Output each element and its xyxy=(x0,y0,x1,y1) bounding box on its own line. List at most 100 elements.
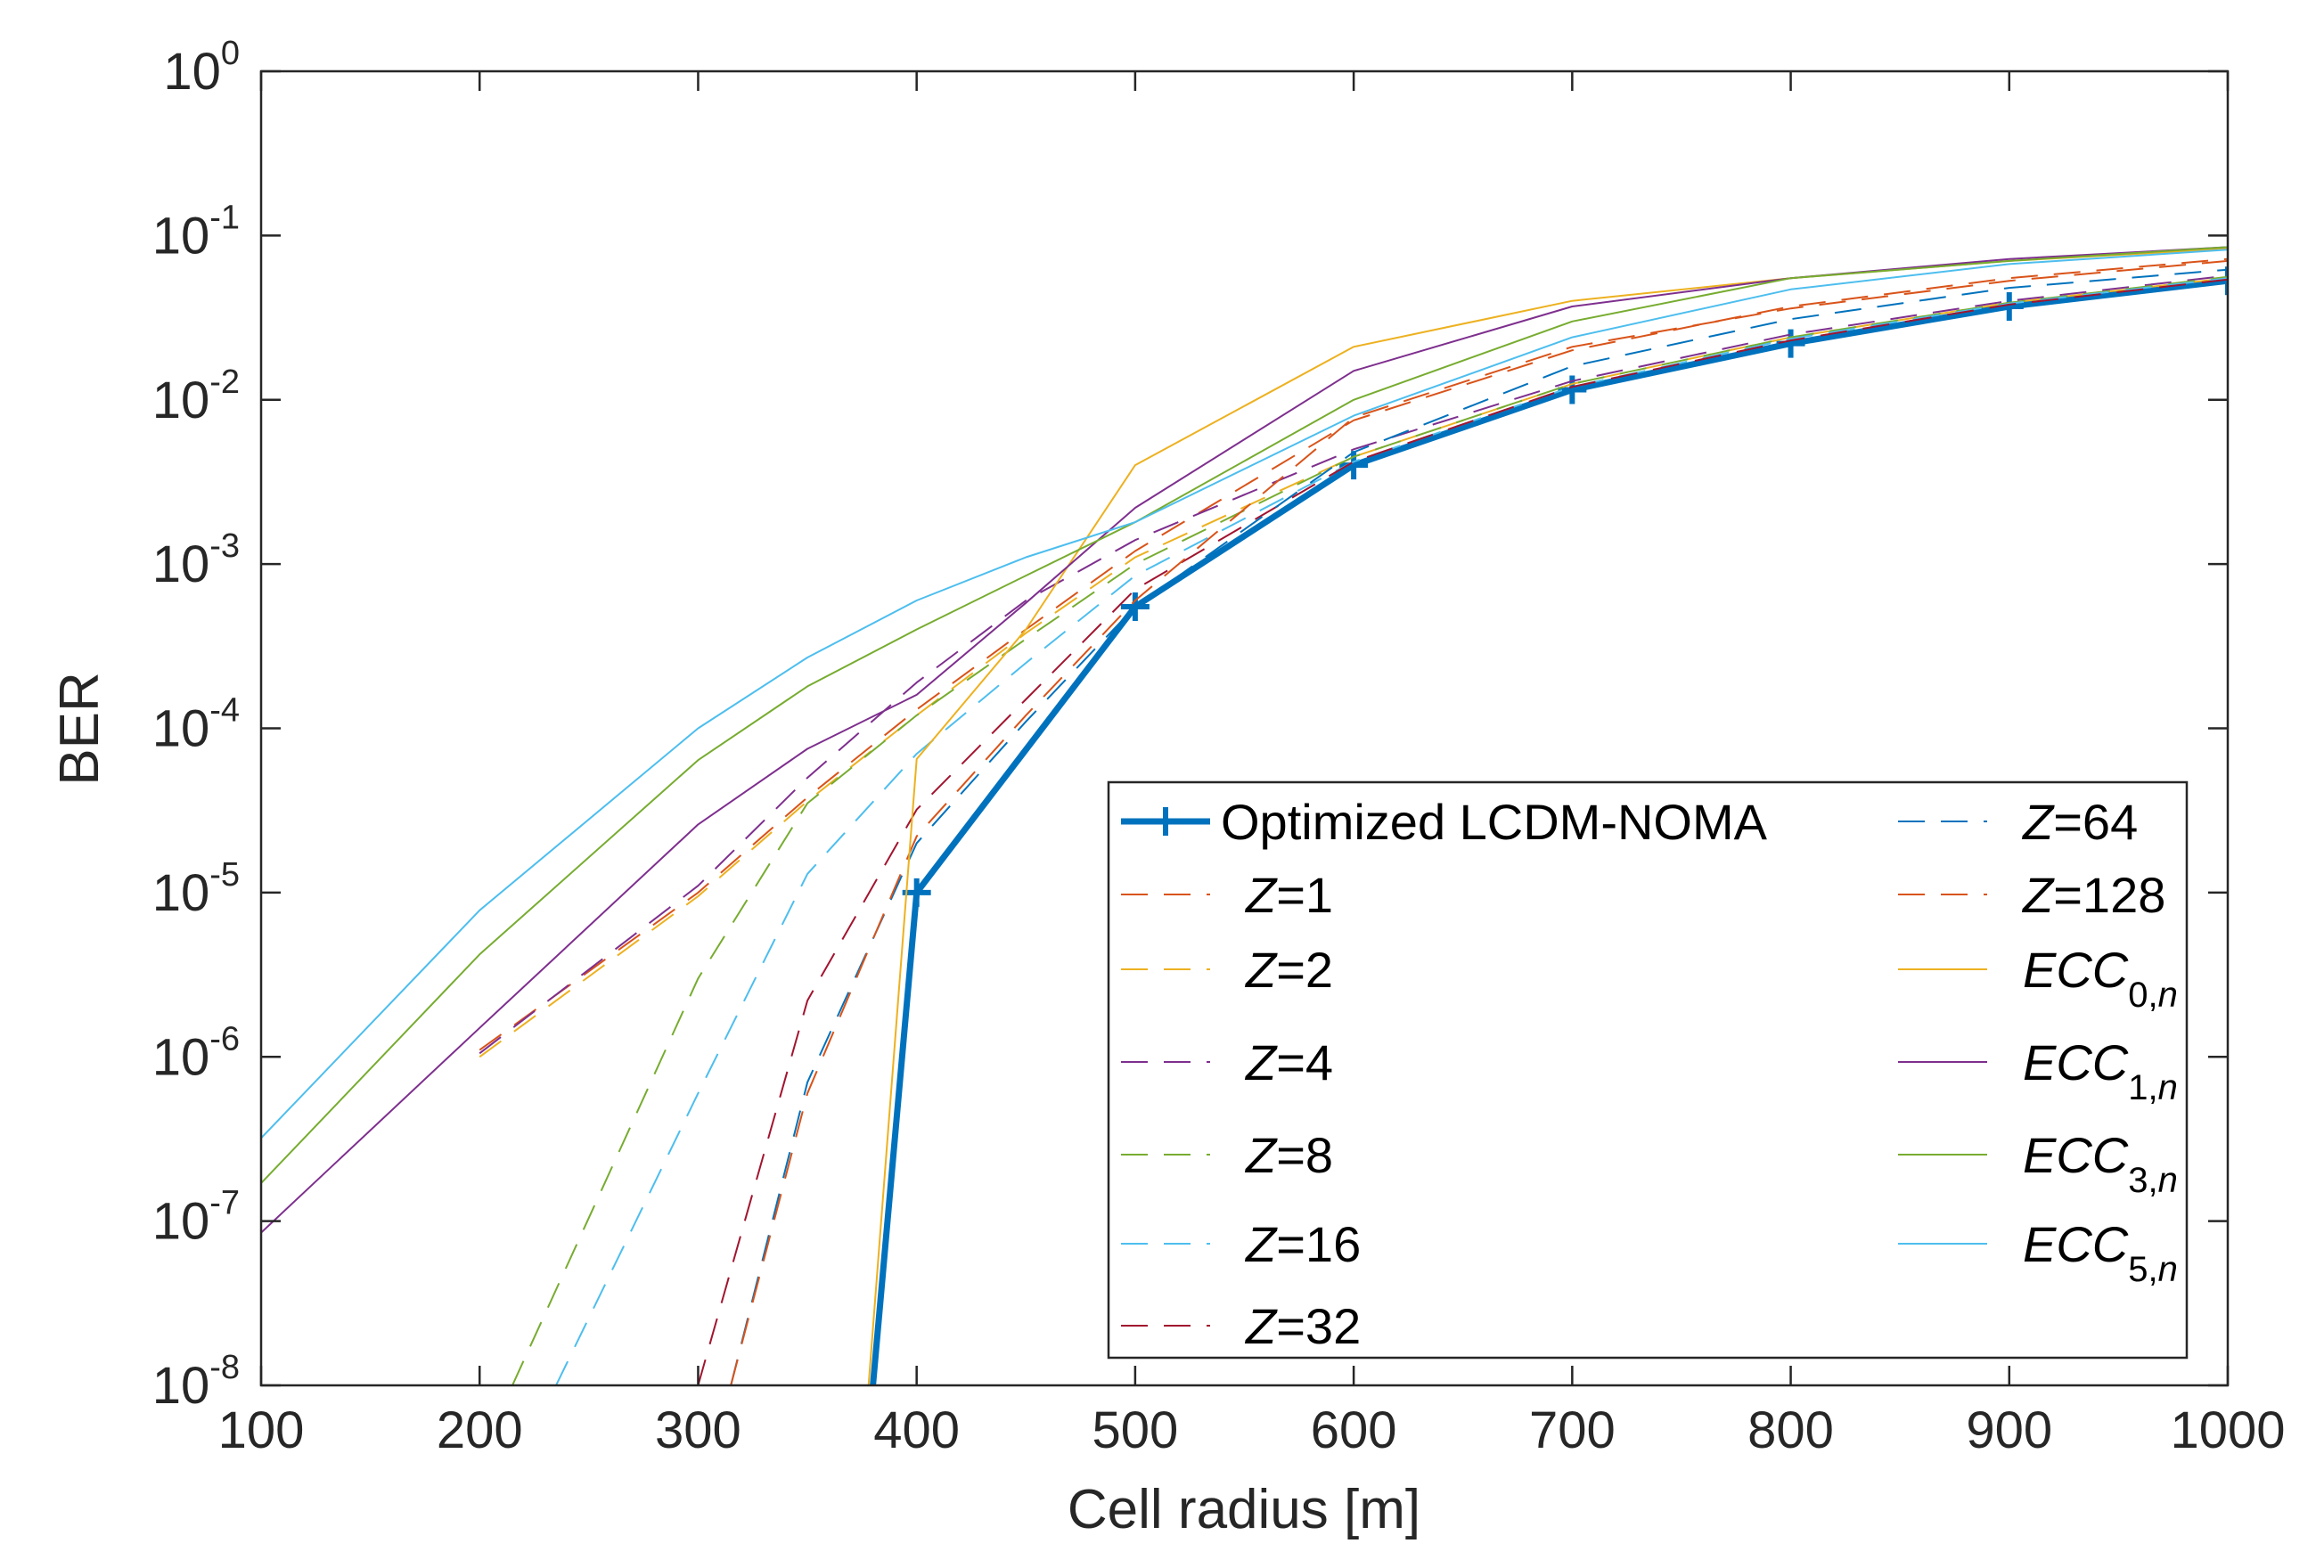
x-tick-label: 700 xyxy=(1529,1401,1616,1459)
data-point-marker xyxy=(1776,329,1805,358)
legend: Optimized LCDM-NOMAZ=1Z=2Z=4Z=8Z=16Z=32Z… xyxy=(1107,780,2189,1360)
y-tick-base: 10 xyxy=(152,1193,210,1251)
series-line xyxy=(261,246,2228,1184)
legend-label-part: Z xyxy=(2021,867,2055,923)
x-tick-label: 600 xyxy=(1311,1401,1397,1459)
y-axis-label: BER xyxy=(49,672,110,785)
legend-label: Z=64 xyxy=(2021,794,2138,850)
y-tick-label: 100 xyxy=(163,35,240,101)
legend-entry: Optimized LCDM-NOMA xyxy=(1121,794,1768,850)
legend-entry: Z=128 xyxy=(1898,867,2165,923)
legend-label: ECC3,n xyxy=(2023,1127,2178,1200)
y-tick-exponent: -3 xyxy=(209,527,240,565)
legend-entry: Z=1 xyxy=(1121,867,1333,923)
legend-label-part: n xyxy=(2158,976,2178,1015)
legend-label-part: 3, xyxy=(2128,1161,2157,1200)
legend-box xyxy=(1107,780,2189,1360)
legend-label: Z=16 xyxy=(1244,1216,1361,1272)
y-tick-exponent: -8 xyxy=(209,1349,240,1386)
legend-label-part: =16 xyxy=(1276,1216,1361,1272)
legend-entry: ECC0,n xyxy=(1898,942,2178,1015)
legend-label-part: Z xyxy=(1244,1216,1278,1272)
legend-label-part: =1 xyxy=(1276,867,1333,923)
y-tick-label: 10-2 xyxy=(152,363,240,429)
legend-label-part: =128 xyxy=(2053,867,2165,923)
legend-label: Z=4 xyxy=(1244,1034,1333,1090)
y-tick-exponent: -1 xyxy=(209,199,240,236)
y-tick-exponent: -6 xyxy=(209,1020,240,1058)
y-tick-label: 10-1 xyxy=(152,199,240,265)
legend-label-part: Z xyxy=(1244,942,1278,998)
data-point-marker xyxy=(1339,451,1369,480)
legend-entry: Z=4 xyxy=(1121,1034,1333,1090)
legend-label: Optimized LCDM-NOMA xyxy=(1221,794,1768,850)
x-axis-label: Cell radius [m] xyxy=(1068,1479,1420,1540)
legend-label-part: Optimized LCDM-NOMA xyxy=(1221,794,1768,850)
legend-label-part: n xyxy=(2158,1068,2178,1107)
x-tick-label: 900 xyxy=(1966,1401,2052,1459)
legend-label-part: n xyxy=(2158,1161,2178,1200)
y-tick-exponent: -2 xyxy=(209,363,240,401)
y-tick-base: 10 xyxy=(152,207,210,265)
legend-entry: Z=2 xyxy=(1121,942,1333,998)
legend-label-part: 0, xyxy=(2128,976,2157,1015)
x-tick-label: 400 xyxy=(873,1401,960,1459)
data-point-marker xyxy=(1120,592,1150,621)
legend-entry: ECC1,n xyxy=(1898,1034,2178,1107)
y-tick-label: 10-5 xyxy=(152,856,240,922)
legend-entry: ECC3,n xyxy=(1898,1127,2178,1200)
y-tick-base: 10 xyxy=(152,372,210,429)
series-line xyxy=(479,277,2228,1058)
series-line xyxy=(730,259,2228,1385)
legend-label-part: ECC xyxy=(2023,1127,2129,1183)
series-line xyxy=(261,249,2228,1139)
legend-label-part: =64 xyxy=(2053,794,2138,850)
legend-label-part: ECC xyxy=(2023,1216,2129,1272)
y-tick-base: 10 xyxy=(163,43,221,101)
legend-label-part: Z xyxy=(2021,794,2055,850)
legend-label-part: =2 xyxy=(1276,942,1333,998)
legend-label: Z=1 xyxy=(1244,867,1333,923)
legend-entry: Z=16 xyxy=(1121,1216,1361,1272)
legend-entry: ECC5,n xyxy=(1898,1216,2178,1289)
x-tick-label: 800 xyxy=(1747,1401,1834,1459)
y-tick-base: 10 xyxy=(152,1357,210,1415)
legend-label-part: =4 xyxy=(1276,1034,1333,1090)
y-tick-label: 10-4 xyxy=(152,692,240,758)
legend-label: ECC1,n xyxy=(2023,1034,2178,1107)
y-tick-base: 10 xyxy=(152,535,210,593)
y-tick-label: 10-7 xyxy=(152,1185,240,1251)
legend-label-part: =32 xyxy=(1276,1298,1361,1354)
ticks-layer: 100 200 300 400 500 600 700 800 900 100010-810-71… xyxy=(152,35,2286,1459)
y-tick-exponent: -4 xyxy=(209,692,240,730)
x-tick-label: 300 xyxy=(655,1401,741,1459)
legend-label-part: ECC xyxy=(2023,942,2129,998)
legend-label-part: Z xyxy=(1244,1298,1278,1354)
y-tick-base: 10 xyxy=(152,864,210,922)
x-tick-label: 500 xyxy=(1092,1401,1178,1459)
legend-label: Z=2 xyxy=(1244,942,1333,998)
series-line xyxy=(555,277,2228,1385)
y-tick-label: 10-8 xyxy=(152,1349,240,1415)
legend-entry: Z=64 xyxy=(1898,794,2138,850)
legend-entry: Z=32 xyxy=(1121,1298,1361,1354)
y-tick-exponent: -7 xyxy=(209,1185,240,1222)
series-line xyxy=(479,257,2228,1051)
x-tick-label: 100 xyxy=(218,1401,305,1459)
y-tick-label: 10-3 xyxy=(152,527,240,593)
legend-label: ECC5,n xyxy=(2023,1216,2178,1289)
legend-label-part: Z xyxy=(1244,1034,1278,1090)
x-tick-label: 200 xyxy=(437,1401,523,1459)
legend-label: Z=128 xyxy=(2021,867,2165,923)
y-tick-exponent: 0 xyxy=(221,35,240,72)
legend-label-part: n xyxy=(2158,1250,2178,1289)
y-tick-label: 10-6 xyxy=(152,1020,240,1086)
series-line xyxy=(870,277,2228,1385)
legend-label-part: 1, xyxy=(2128,1068,2157,1107)
legend-label: Z=32 xyxy=(1244,1298,1361,1354)
legend-label-part: Z xyxy=(1244,867,1278,923)
legend-label: ECC0,n xyxy=(2023,942,2178,1015)
y-tick-base: 10 xyxy=(152,700,210,758)
legend-entry: Z=8 xyxy=(1121,1127,1333,1183)
